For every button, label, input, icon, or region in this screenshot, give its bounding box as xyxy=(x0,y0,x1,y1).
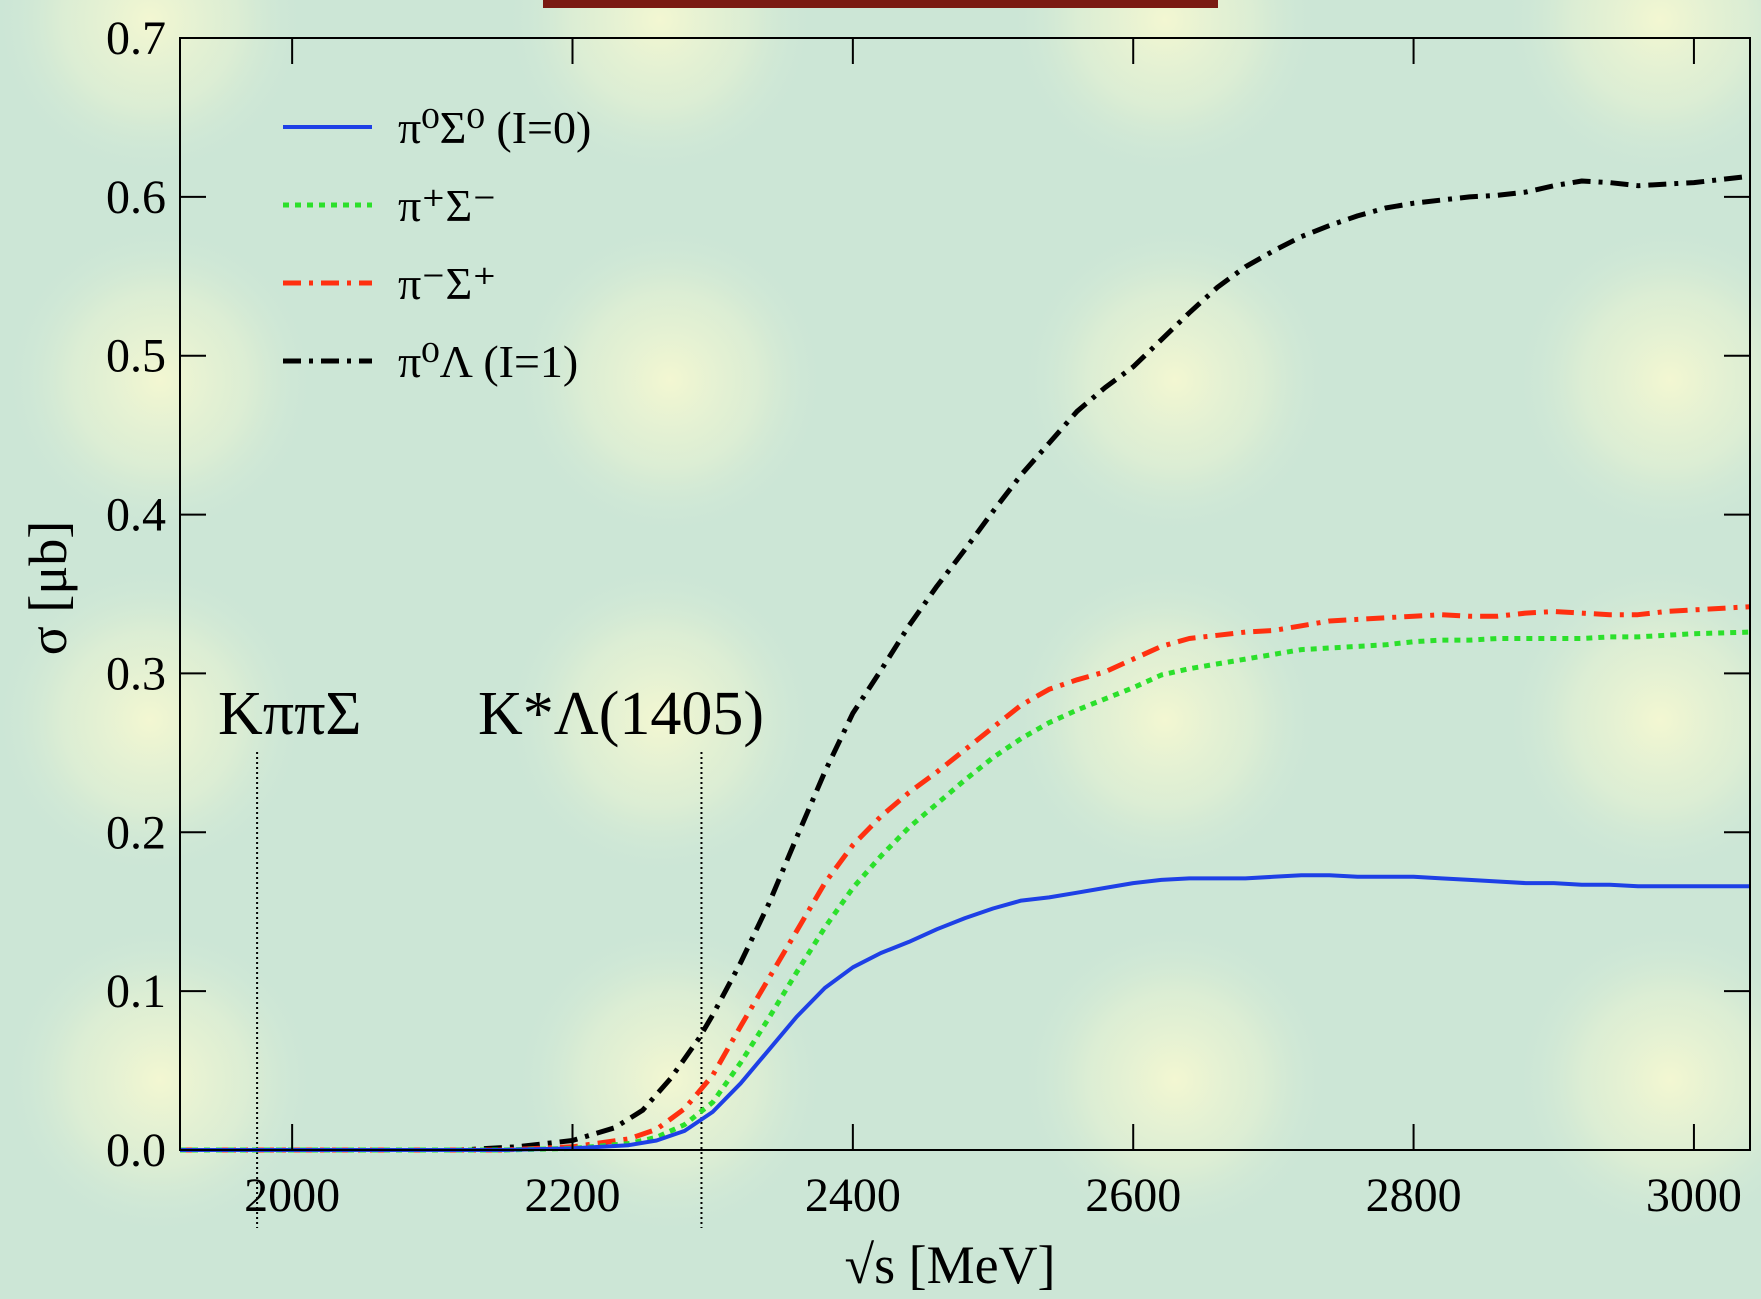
series-line-3 xyxy=(180,173,1751,1153)
background-glow xyxy=(0,220,320,540)
background-glow xyxy=(1015,920,1335,1240)
background-glow xyxy=(500,0,820,180)
annotation-kstar-lambda1405: K*Λ(1405) xyxy=(478,680,764,748)
legend: π⁰Σ⁰ (I=0) π⁺Σ⁻ π⁻Σ⁺ π⁰Λ (I=1) xyxy=(283,102,591,387)
threshold-annotations: KππΣ K*Λ(1405) xyxy=(218,680,764,748)
legend-label-0: π⁰Σ⁰ (I=0) xyxy=(398,102,591,153)
x-axis-title: √s [MeV] xyxy=(844,1235,1055,1294)
y-tick-label: 0.0 xyxy=(106,1124,166,1177)
background-glow xyxy=(0,920,320,1240)
title-bar xyxy=(543,0,1218,8)
x-tick-label: 2400 xyxy=(805,1169,901,1222)
background-glow xyxy=(500,560,820,880)
y-tick-label: 0.1 xyxy=(106,965,166,1018)
y-tick-label: 0.6 xyxy=(106,171,166,224)
background-glow xyxy=(0,0,310,180)
y-tick-label: 0.2 xyxy=(106,806,166,859)
background-glow xyxy=(1510,920,1761,1240)
x-tick-label: 2200 xyxy=(525,1169,621,1222)
background-glow xyxy=(1015,220,1335,540)
series-line-1 xyxy=(180,629,1751,1153)
background-glow xyxy=(1005,560,1325,880)
plot-area xyxy=(180,173,1751,1153)
background-glow xyxy=(1005,0,1325,180)
axes: 2000 2200 2400 2600 2800 3000 0.0 0.1 0.2 0.3 0.4 0… xyxy=(106,12,1751,1222)
y-tick-label: 0.5 xyxy=(106,330,166,383)
x-tick-label: 2800 xyxy=(1366,1169,1462,1222)
series-line-2 xyxy=(180,604,1751,1153)
y-tick-label: 0.7 xyxy=(106,12,166,65)
annotation-kpipisigma: KππΣ xyxy=(218,680,361,748)
y-tick-label: 0.3 xyxy=(106,647,166,700)
x-tick-label: 2000 xyxy=(244,1169,340,1222)
y-axis-title: σ [μb] xyxy=(18,521,78,656)
plot-frame xyxy=(179,37,1751,1151)
background-glow xyxy=(510,220,830,540)
legend-label-1: π⁺Σ⁻ xyxy=(398,180,497,231)
x-tick-label: 3000 xyxy=(1646,1169,1742,1222)
legend-label-3: π⁰Λ (I=1) xyxy=(398,336,578,387)
background-glow xyxy=(1510,220,1761,540)
y-tick-label: 0.4 xyxy=(106,489,166,542)
series-line-0 xyxy=(180,873,1750,1152)
background-glow xyxy=(0,560,310,880)
x-tick-label: 2600 xyxy=(1085,1169,1181,1222)
background-glow xyxy=(1500,0,1761,180)
legend-label-2: π⁻Σ⁺ xyxy=(398,258,497,309)
